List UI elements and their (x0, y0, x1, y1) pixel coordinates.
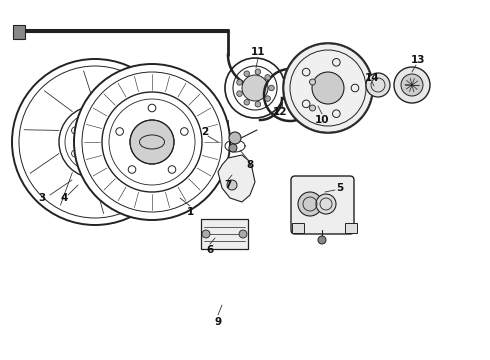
Text: 12: 12 (273, 107, 287, 117)
FancyBboxPatch shape (291, 176, 354, 234)
Text: 2: 2 (201, 127, 209, 137)
Circle shape (237, 80, 242, 85)
FancyBboxPatch shape (345, 223, 357, 233)
FancyBboxPatch shape (201, 219, 248, 249)
Circle shape (401, 74, 423, 96)
Circle shape (283, 43, 373, 133)
Circle shape (130, 120, 174, 164)
Circle shape (298, 192, 322, 216)
FancyBboxPatch shape (292, 223, 304, 233)
Text: 8: 8 (246, 160, 254, 170)
Text: 13: 13 (411, 55, 425, 65)
Text: 3: 3 (38, 193, 46, 203)
Circle shape (269, 85, 274, 91)
Circle shape (229, 144, 237, 152)
Circle shape (74, 64, 230, 220)
Circle shape (394, 67, 430, 103)
Circle shape (316, 194, 336, 214)
Circle shape (255, 102, 261, 107)
Text: 7: 7 (224, 180, 232, 190)
Circle shape (265, 96, 270, 102)
Text: 1: 1 (186, 207, 194, 217)
Circle shape (244, 99, 249, 105)
Circle shape (229, 132, 241, 144)
Text: 4: 4 (60, 193, 68, 203)
Circle shape (255, 69, 261, 75)
Circle shape (237, 91, 242, 96)
Circle shape (244, 71, 249, 77)
Circle shape (242, 75, 268, 101)
Circle shape (366, 73, 390, 97)
Circle shape (293, 102, 301, 110)
Text: 6: 6 (206, 245, 214, 255)
Text: 11: 11 (251, 47, 265, 57)
FancyBboxPatch shape (13, 25, 25, 39)
Text: 5: 5 (336, 183, 343, 193)
Circle shape (265, 75, 270, 80)
Circle shape (202, 230, 210, 238)
Circle shape (312, 72, 344, 104)
Circle shape (239, 230, 247, 238)
Text: 10: 10 (315, 115, 329, 125)
Circle shape (227, 180, 237, 190)
Circle shape (310, 79, 316, 85)
Polygon shape (218, 155, 255, 202)
Circle shape (310, 105, 316, 111)
Circle shape (79, 126, 111, 158)
Text: 14: 14 (365, 73, 379, 83)
Ellipse shape (140, 135, 165, 149)
Circle shape (318, 236, 326, 244)
Text: 9: 9 (215, 317, 221, 327)
